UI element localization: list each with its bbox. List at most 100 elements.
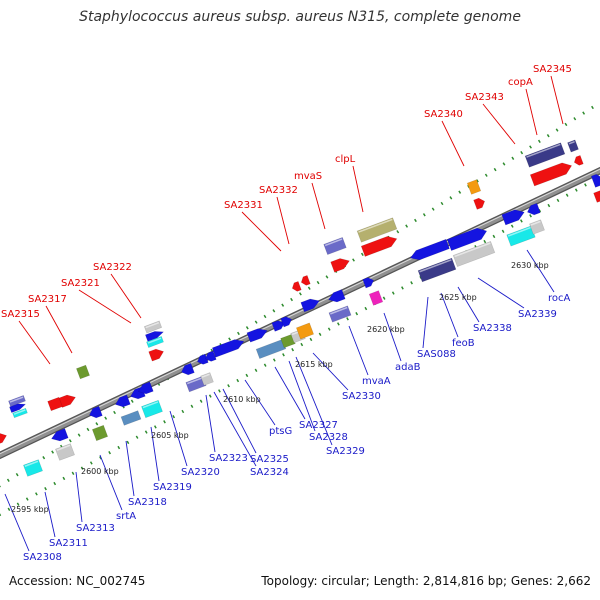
gene-feature[interactable]	[23, 459, 43, 477]
gene-feature[interactable]	[593, 189, 600, 203]
gene-label-bottom[interactable]: SA2338	[473, 323, 512, 334]
gene-feature[interactable]	[506, 225, 536, 247]
gene-label-top-leader	[110, 273, 142, 319]
gene-feature[interactable]	[501, 207, 526, 226]
gene-feature-shade	[187, 377, 203, 385]
gene-label-bottom[interactable]: feoB	[452, 338, 475, 349]
gene-feature[interactable]	[327, 289, 346, 305]
gene-feature[interactable]	[360, 234, 399, 257]
gene-label-bottom[interactable]: srtA	[116, 511, 136, 522]
gene-label-bottom[interactable]: SA2308	[23, 552, 62, 563]
gene-feature[interactable]	[473, 197, 487, 210]
gene-feature[interactable]	[47, 396, 63, 412]
gene-label-bottom[interactable]: SA2311	[49, 538, 88, 549]
gene-label-bottom[interactable]: SA2325	[250, 454, 289, 465]
gene-feature[interactable]	[526, 202, 541, 217]
gene-label-top-leader	[482, 103, 516, 145]
gene-label-bottom-leader	[205, 394, 216, 453]
gene-label-bottom[interactable]: adaB	[395, 362, 421, 373]
gene-label-bottom-leader	[222, 388, 257, 454]
gene-feature[interactable]	[120, 410, 142, 426]
gene-feature[interactable]	[185, 375, 207, 393]
gene-feature[interactable]	[295, 322, 315, 340]
gene-label-bottom[interactable]: SA2313	[76, 523, 115, 534]
gene-feature[interactable]	[88, 405, 103, 420]
gene-label-bottom[interactable]: SA2339	[518, 309, 557, 320]
gene-label-top[interactable]: SA2343	[465, 92, 504, 103]
gene-label-bottom[interactable]: SA2318	[128, 497, 167, 508]
gene-feature[interactable]	[417, 257, 457, 283]
gene-feature[interactable]	[180, 362, 195, 377]
gene-feature[interactable]	[137, 381, 154, 396]
gene-label-top[interactable]: SA2315	[1, 309, 40, 320]
gene-feature[interactable]	[368, 290, 384, 306]
gene-feature[interactable]	[524, 142, 566, 168]
gene-feature[interactable]	[323, 236, 347, 256]
gene-label-bottom-leader	[477, 277, 525, 309]
gene-feature-shade	[358, 218, 393, 233]
gene-label-bottom[interactable]: SA2330	[342, 391, 381, 402]
gene-feature[interactable]	[291, 280, 302, 292]
gene-feature[interactable]	[55, 443, 75, 461]
gene-feature[interactable]	[452, 240, 496, 268]
gene-feature[interactable]	[466, 179, 482, 195]
gene-label-bottom[interactable]: mvaA	[362, 376, 391, 387]
gene-feature[interactable]	[356, 217, 398, 243]
gene-label-bottom-leader	[295, 356, 333, 446]
gene-label-top[interactable]: SA2345	[533, 64, 572, 75]
gene-label-bottom-leader	[526, 249, 555, 293]
gene-label-top-leader	[18, 320, 51, 365]
gene-label-bottom[interactable]: SA2328	[309, 432, 348, 443]
gene-label-bottom[interactable]: SA2319	[153, 482, 192, 493]
gene-feature[interactable]	[255, 339, 287, 359]
gene-feature[interactable]	[300, 296, 321, 313]
gene-label-top[interactable]: SA2331	[224, 200, 263, 211]
gene-label-bottom[interactable]: SA2323	[209, 453, 248, 464]
gene-label-bottom[interactable]: SAS088	[417, 349, 456, 360]
gene-feature[interactable]	[328, 305, 352, 323]
gene-feature[interactable]	[529, 160, 574, 187]
gene-label-bottom[interactable]: SA2329	[326, 446, 365, 457]
gene-feature[interactable]	[300, 274, 311, 286]
gene-label-bottom[interactable]: SA2320	[181, 467, 220, 478]
gene-feature-shade	[454, 242, 491, 258]
gene-feature[interactable]	[446, 225, 489, 252]
gene-feature[interactable]	[76, 364, 90, 380]
gene-feature[interactable]	[280, 315, 294, 328]
gene-feature[interactable]	[271, 319, 286, 332]
gene-feature[interactable]	[211, 337, 245, 358]
gene-feature[interactable]	[204, 350, 217, 363]
gene-label-top[interactable]: clpL	[335, 154, 356, 165]
gene-label-top[interactable]: SA2322	[93, 262, 132, 273]
gene-label-bottom[interactable]: SA2327	[299, 420, 338, 431]
gene-feature[interactable]	[141, 399, 163, 419]
gene-label-top[interactable]: SA2321	[61, 278, 100, 289]
gene-feature[interactable]	[280, 333, 296, 349]
gene-label-top[interactable]: SA2340	[424, 109, 463, 120]
gene-feature[interactable]	[50, 428, 69, 444]
gene-feature[interactable]	[362, 276, 376, 289]
gene-feature[interactable]	[409, 238, 450, 262]
gene-label-top[interactable]: copA	[508, 77, 533, 88]
gene-feature[interactable]	[9, 401, 27, 413]
gene-feature[interactable]	[246, 326, 269, 343]
gene-label-top[interactable]: SA2317	[28, 294, 67, 305]
gene-feature[interactable]	[91, 424, 109, 442]
gene-feature[interactable]	[573, 154, 584, 166]
map-title: Staphylococcus aureus subsp. aureus N315…	[79, 9, 521, 25]
gene-feature[interactable]	[330, 256, 352, 273]
gene-feature[interactable]	[148, 347, 166, 362]
gene-label-bottom[interactable]: rocA	[548, 293, 571, 304]
gene-feature[interactable]	[196, 353, 209, 366]
tick-layer	[0, 100, 600, 517]
gene-label-bottom[interactable]: SA2324	[250, 467, 289, 478]
gene-label-bottom[interactable]: ptsG	[269, 426, 292, 437]
gene-feature[interactable]	[0, 431, 8, 446]
gene-feature[interactable]	[114, 394, 131, 409]
gene-feature[interactable]	[144, 329, 165, 342]
gene-feature-shade	[330, 306, 348, 315]
gene-label-top[interactable]: mvaS	[294, 171, 322, 182]
gene-label-top[interactable]: SA2332	[259, 185, 298, 196]
scale-label: 2625 kbp	[439, 293, 477, 302]
